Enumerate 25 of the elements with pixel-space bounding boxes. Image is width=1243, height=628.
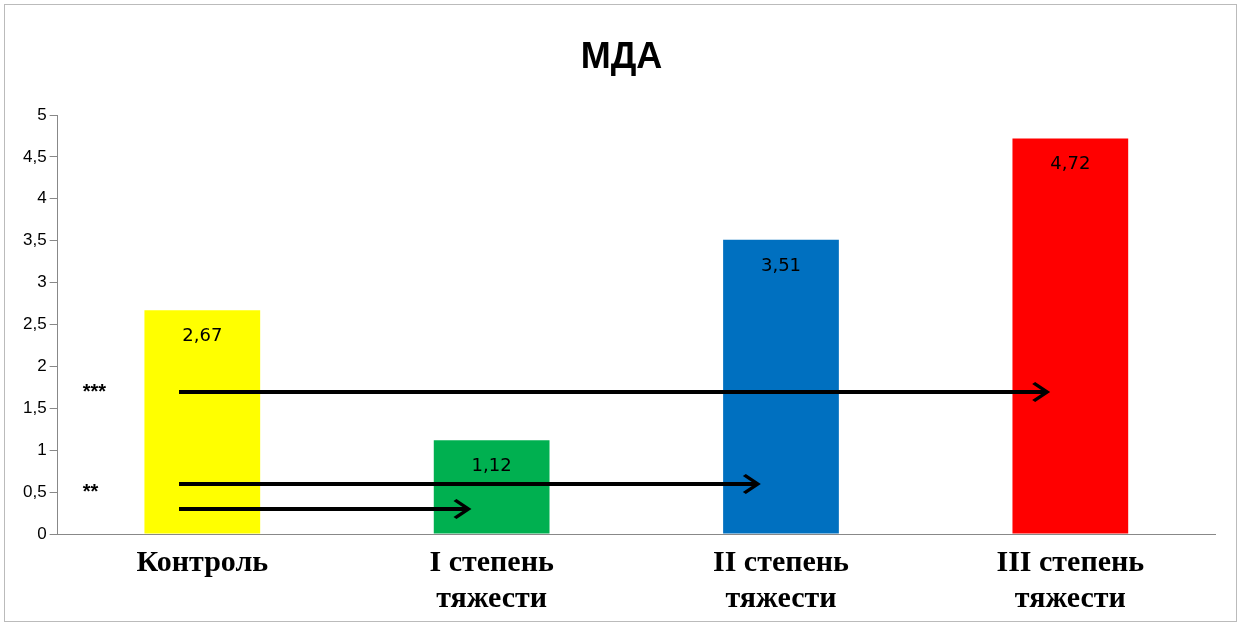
annotation: ***	[82, 379, 106, 403]
x-tick-label: I степень тяжести	[429, 543, 554, 613]
y-tick-label: 0,5	[22, 481, 47, 501]
data-label: 4,72	[1050, 152, 1091, 174]
y-tick-label: 5	[37, 104, 47, 124]
data-label: 3,51	[760, 253, 802, 275]
y-tick-label: 1	[37, 439, 47, 459]
y-tick-label: 3,5	[22, 230, 47, 250]
bar	[433, 440, 550, 534]
y-tick-label: 2,5	[22, 314, 47, 334]
y-tick-label: 3	[37, 272, 47, 292]
y-tick-label: 4	[37, 188, 47, 208]
bar	[1012, 138, 1129, 534]
y-tick-label: 0	[37, 523, 47, 543]
data-label: 2,67	[182, 323, 223, 345]
x-tick-label: II степень тяжести	[713, 543, 850, 613]
annotation: **	[82, 480, 99, 504]
y-tick-label: 2	[37, 356, 47, 376]
bar	[723, 239, 839, 534]
y-tick-label: 4,5	[22, 146, 47, 166]
x-tick-label: III степень тяжести	[996, 543, 1145, 613]
y-tick-label: 1,5	[22, 397, 47, 417]
chart-title: МДА	[579, 35, 664, 77]
data-label: 1,12	[471, 453, 512, 475]
x-tick-label: Контроль	[136, 543, 269, 577]
